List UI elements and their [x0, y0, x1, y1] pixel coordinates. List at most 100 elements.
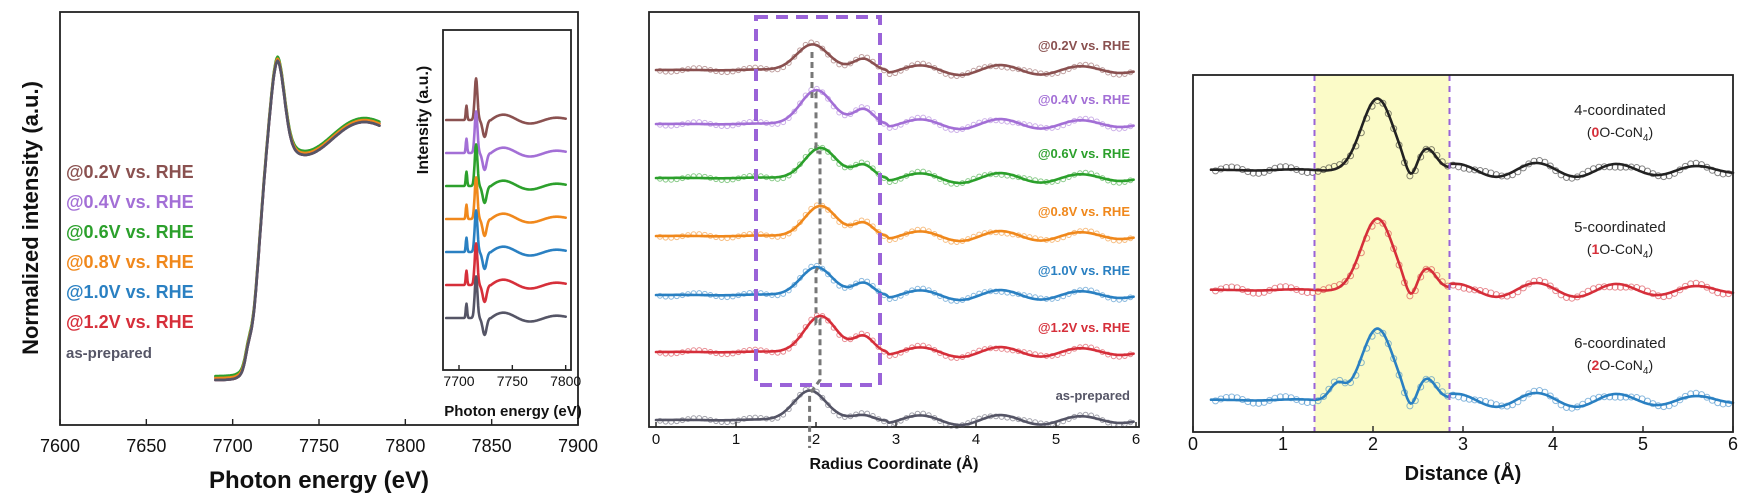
fit-marker [1552, 397, 1560, 405]
fit-marker [1622, 393, 1630, 401]
ft-exafs-marker [931, 289, 938, 296]
ft-exafs-marker [769, 292, 775, 299]
ft-exafs-marker [1060, 176, 1067, 183]
ft-exafs-marker [746, 346, 753, 353]
ft-exafs-marker [920, 342, 927, 349]
fit-marker [1411, 287, 1419, 295]
ft-exafs-marker [802, 154, 809, 160]
fit-marker [1525, 160, 1533, 168]
ft-exafs-marker [662, 68, 669, 75]
ft-exafs-marker [920, 410, 927, 417]
fit-marker [1595, 163, 1603, 171]
ft-exafs-marker [881, 348, 887, 355]
fit-marker [1428, 376, 1435, 384]
ft-exafs-marker [897, 175, 904, 182]
ft-exafs-marker [836, 219, 843, 225]
ft-exafs-marker [729, 234, 736, 241]
fit-marker [1314, 397, 1322, 405]
fit-marker [1622, 163, 1630, 171]
fit-marker [1660, 173, 1668, 181]
fit-sublabel-2: (2O-CoN4) [1587, 357, 1653, 377]
ft-exafs-marker [1127, 294, 1134, 301]
ft-exafs-marker [785, 172, 792, 179]
ft-exafs-marker [981, 289, 988, 295]
fit-marker [1546, 282, 1554, 290]
ft-exafs-marker [1082, 169, 1089, 176]
ft-exafs-marker [735, 292, 742, 299]
ft-exafs-marker [970, 417, 977, 424]
ft-exafs-marker [1043, 179, 1050, 185]
ft-exafs-marker [937, 176, 943, 183]
ft-exafs-marker [1077, 287, 1083, 294]
ft-exafs-marker [813, 202, 820, 209]
xanes-inset-panel: 7700 7750 7800 Photon energy (eV) Intensit… [415, 29, 582, 420]
fit-marker [1390, 125, 1398, 133]
ft-exafs-marker [785, 115, 792, 121]
fit-marker [1395, 141, 1403, 149]
ft-exafs-marker [735, 67, 742, 74]
ft-exafs-marker [959, 354, 966, 360]
ft-exafs-marker [1105, 351, 1111, 358]
fit-marker [1546, 392, 1554, 400]
ft-exafs-marker [808, 316, 815, 323]
ft-exafs-marker [1082, 115, 1089, 122]
ft-exafs-marker [998, 289, 1005, 295]
fit-marker [1725, 400, 1732, 408]
ft-exafs-marker [987, 229, 994, 236]
ft-exafs-marker [1110, 353, 1117, 360]
fit-marker [1579, 290, 1587, 298]
fit-marker [1401, 159, 1408, 167]
ft-exafs-marker [668, 293, 675, 300]
ft-exafs-marker [1127, 69, 1134, 76]
fit-marker [1390, 355, 1398, 363]
fit-marker [1719, 400, 1727, 408]
ft-exafs-marker [685, 66, 691, 72]
ft-exafs-marker [657, 349, 663, 356]
ft-exafs-marker [729, 122, 736, 129]
ft-exafs-marker [847, 111, 854, 118]
ft-exafs-marker [746, 118, 753, 125]
ft-exafs-marker [1088, 62, 1095, 69]
ft-exafs-marker [965, 236, 971, 242]
ft-exafs-marker [853, 107, 859, 114]
fit-marker [1374, 217, 1381, 225]
fit-marker [1228, 163, 1236, 171]
ft-exafs-marker [987, 171, 994, 178]
ft-exafs-marker [864, 160, 871, 167]
fit-marker [1357, 359, 1365, 367]
ft-exafs-marker [819, 89, 826, 96]
inset-series-1 [444, 110, 567, 172]
ft-exafs-marker [976, 415, 983, 422]
ft-exafs-plot-frame [648, 11, 1140, 428]
ft-exafs-marker [886, 179, 893, 185]
ft-exafs-marker [1077, 116, 1083, 123]
ft-exafs-marker [724, 123, 731, 130]
ft-exafs-marker [886, 237, 893, 243]
ft-exafs-marker [881, 418, 887, 425]
ft-exafs-marker [909, 116, 915, 123]
ft-exafs-marker [1071, 117, 1078, 124]
ft-exafs-marker [847, 336, 854, 343]
ft-exafs-marker [1054, 124, 1061, 130]
fit-tick-label-6: 6 [1728, 434, 1738, 454]
fit-markers-0 [1212, 97, 1732, 182]
fit-marker [1687, 160, 1695, 168]
fit-marker [1525, 280, 1533, 288]
ft-exafs-peak-guide [808, 52, 822, 448]
ft-exafs-marker [1032, 419, 1039, 426]
ft-exafs-marker [853, 161, 859, 168]
inset-series-6 [444, 275, 567, 337]
ft-exafs-marker [696, 347, 703, 353]
ft-exafs-series-labels: @0.2V vs. RHE @0.4V vs. RHE @0.6V vs. RHE @… [1038, 38, 1130, 403]
ft-exafs-marker [1105, 123, 1111, 130]
fit-marker [1422, 265, 1430, 273]
ft-exafs-markers-3 [657, 202, 1134, 246]
ft-exafs-marker [1015, 348, 1022, 355]
ft-exafs-marker [1021, 292, 1027, 298]
fit-marker [1509, 401, 1516, 409]
fit-marker [1406, 292, 1414, 300]
ft-exafs-marker [869, 413, 876, 419]
ft-exafs-marker [679, 292, 686, 299]
ft-exafs-tick-label-3: 3 [892, 431, 900, 448]
ft-exafs-marker [668, 176, 675, 183]
